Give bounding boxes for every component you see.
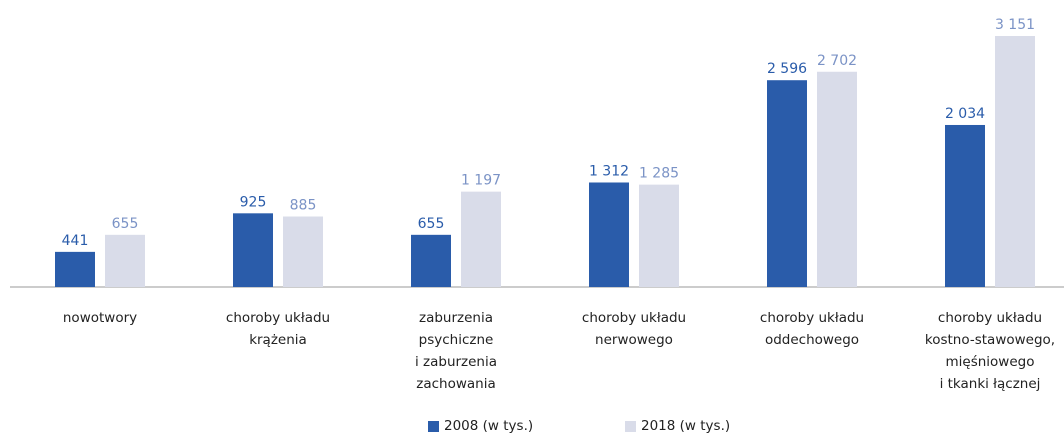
- bar: [767, 80, 807, 287]
- value-label: 1 197: [461, 173, 501, 189]
- value-label: 885: [290, 198, 317, 214]
- x-tick-label: choroby układu oddechowego: [759, 310, 865, 348]
- bar: [589, 182, 629, 287]
- value-label: 655: [112, 216, 139, 232]
- value-label: 925: [240, 194, 267, 210]
- bar: [995, 36, 1035, 287]
- legend-item: 2008 (w tys.): [428, 418, 533, 434]
- legend-swatch: [428, 420, 439, 432]
- value-label: 3 151: [995, 17, 1035, 33]
- value-label: 2 702: [817, 53, 857, 69]
- bar: [283, 216, 323, 287]
- x-tick-label: choroby układu kostno-stawowego, mięśnio…: [924, 310, 1056, 392]
- x-tick-label: choroby układu krążenia: [225, 310, 331, 348]
- x-tick-label: nowotwory: [62, 310, 138, 326]
- bar: [639, 184, 679, 287]
- value-label: 1 285: [639, 166, 679, 182]
- bar: [817, 71, 857, 287]
- value-label: 2 034: [945, 106, 985, 122]
- x-tick-label: choroby układu nerwowego: [581, 310, 687, 348]
- bar: [461, 191, 501, 287]
- bar: [411, 234, 451, 287]
- legend-label: 2008 (w tys.): [444, 418, 534, 434]
- value-label: 2 596: [767, 61, 807, 77]
- value-label: 655: [418, 216, 445, 232]
- legend-item: 2018 (w tys.): [625, 418, 730, 434]
- value-label: 1 312: [589, 163, 629, 179]
- bar: [945, 124, 985, 288]
- x-tick-label: zaburzenia psychiczne i zaburzenia zacho…: [414, 310, 498, 392]
- bar: [105, 234, 145, 287]
- legend-label: 2018 (w tys.): [641, 418, 731, 434]
- bar: [233, 213, 273, 287]
- value-label: 441: [62, 233, 89, 249]
- legend-swatch: [625, 420, 636, 432]
- bar: [55, 251, 95, 287]
